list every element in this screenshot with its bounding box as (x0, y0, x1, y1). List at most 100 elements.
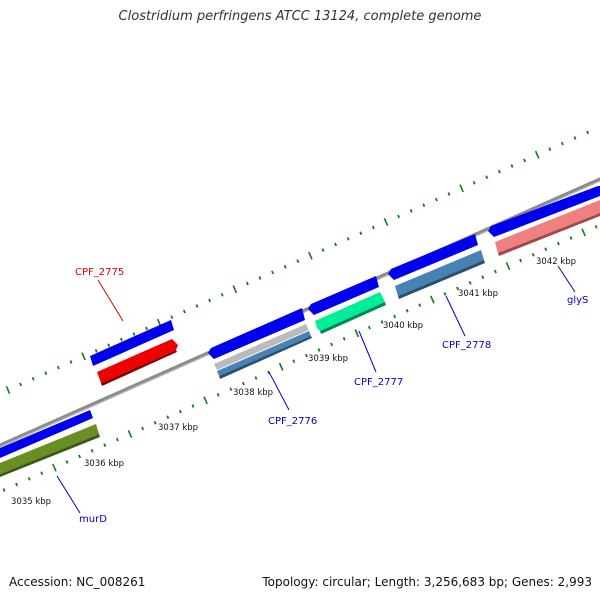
scale-tick (346, 236, 350, 241)
scale-tick (40, 471, 44, 476)
scale-tick (52, 463, 57, 472)
scale-tick (443, 292, 447, 296)
gene-arrow-forward[interactable] (90, 320, 174, 366)
scale-tick (195, 304, 199, 308)
scale-tick (271, 270, 275, 275)
scale-tick (367, 325, 371, 330)
accession-text: Accession: NC_008261 (9, 575, 146, 589)
scale-tick (544, 247, 548, 252)
scale-tick (78, 454, 82, 459)
scale-tick (481, 275, 485, 280)
map-title: Clostridium perfringens ATCC 13124, comp… (118, 9, 482, 24)
forward-strand-genes (0, 186, 600, 458)
scale-label: 3040 kbp (383, 321, 423, 331)
scale-tick (334, 242, 338, 247)
scale-tick (81, 352, 86, 361)
gene-grey[interactable] (214, 324, 309, 370)
scale-tick (69, 360, 73, 364)
scale-tick (15, 482, 19, 487)
scale-tick (119, 337, 123, 342)
gene-glyS[interactable] (495, 200, 600, 253)
scale-label: 3036 kbp (84, 459, 124, 469)
scale-tick (220, 292, 224, 297)
scale-tick (245, 281, 249, 286)
gene-arrow-forward[interactable] (388, 234, 478, 280)
scale-label: 3041 kbp (458, 289, 498, 299)
gene-CPF_2778[interactable] (395, 250, 484, 296)
scale-tick (409, 208, 413, 213)
scale-tick (56, 365, 60, 370)
scale-tick (178, 409, 182, 414)
scale-tick (267, 370, 271, 375)
scale-tick (573, 136, 577, 140)
scale-labels: 3035 kbp 3036 kbp 3037 kbp 3038 kbp 3039… (11, 257, 576, 507)
scale-label: 3039 kbp (308, 354, 348, 364)
scale-tick (534, 150, 540, 159)
scale-tick (505, 261, 511, 271)
gene-label-CPF_2777[interactable]: CPF_2777 (354, 377, 403, 388)
scale-tick (422, 203, 426, 208)
gene-labels: murD CPF_2775 CPF_2776 CPF_2777 CPF_2778… (75, 267, 588, 525)
scale-tick (141, 426, 145, 431)
scale-tick (556, 241, 560, 246)
scale-tick (241, 381, 245, 386)
gene-label-murD[interactable]: murD (79, 514, 107, 525)
scale-tick (493, 269, 497, 274)
scale-tick (523, 158, 527, 163)
scale-tick (292, 359, 296, 364)
gene-arrow-forward[interactable] (208, 308, 305, 359)
scale-tick (472, 180, 476, 185)
scale-tick (132, 332, 136, 336)
scale-tick (468, 280, 472, 285)
scale-tick (485, 175, 489, 180)
scale-tick (94, 348, 98, 353)
scale-tick (354, 329, 360, 338)
gene-arrow-forward[interactable] (0, 410, 93, 458)
scale-tick (65, 460, 69, 464)
gene-CPF_2775[interactable] (97, 339, 178, 383)
scale-tick (308, 251, 313, 260)
scale-tick (397, 214, 401, 219)
scale-tick (497, 169, 501, 174)
scale-tick (296, 259, 300, 264)
scale-tick (405, 308, 409, 313)
gene-CPF_2776[interactable] (217, 331, 311, 376)
scale-label: 3038 kbp (233, 388, 273, 398)
scale-tick (90, 448, 94, 453)
scale-tick (31, 376, 35, 381)
gene-label-CPF_2775[interactable]: CPF_2775 (75, 267, 124, 278)
scale-tick (330, 342, 334, 347)
scale-tick (232, 285, 238, 294)
scale-tick (182, 309, 186, 314)
gene-CPF_2777[interactable] (315, 292, 385, 331)
scale-tick (383, 217, 389, 227)
scale-ticks (2, 130, 598, 492)
scale-tick (342, 336, 346, 341)
label-connectors (56, 265, 576, 514)
scale-tick (531, 252, 535, 257)
scale-tick (170, 315, 174, 320)
gene-murD[interactable] (0, 424, 99, 474)
scale-tick (283, 264, 287, 269)
scale-tick (359, 231, 363, 236)
scale-tick (430, 295, 435, 304)
gene-arrow-forward[interactable] (308, 276, 379, 315)
scale-tick (380, 320, 384, 324)
gene-label-glyS[interactable]: glyS (567, 295, 588, 306)
scale-tick (44, 371, 48, 376)
scale-tick (19, 382, 23, 387)
scale-tick (229, 387, 233, 392)
gene-label-CPF_2776[interactable]: CPF_2776 (268, 416, 317, 427)
scale-label: 3035 kbp (11, 497, 51, 507)
colored-genes (0, 200, 600, 477)
scale-tick (115, 437, 119, 442)
gene-label-CPF_2778[interactable]: CPF_2778 (442, 340, 491, 351)
scale-tick (321, 248, 325, 252)
scale-tick (519, 258, 523, 263)
gene-arrow-forward[interactable] (488, 186, 600, 237)
scale-label: 3037 kbp (158, 423, 198, 433)
scale-tick (510, 164, 514, 168)
scale-tick (594, 224, 598, 229)
scale-tick (456, 286, 460, 291)
